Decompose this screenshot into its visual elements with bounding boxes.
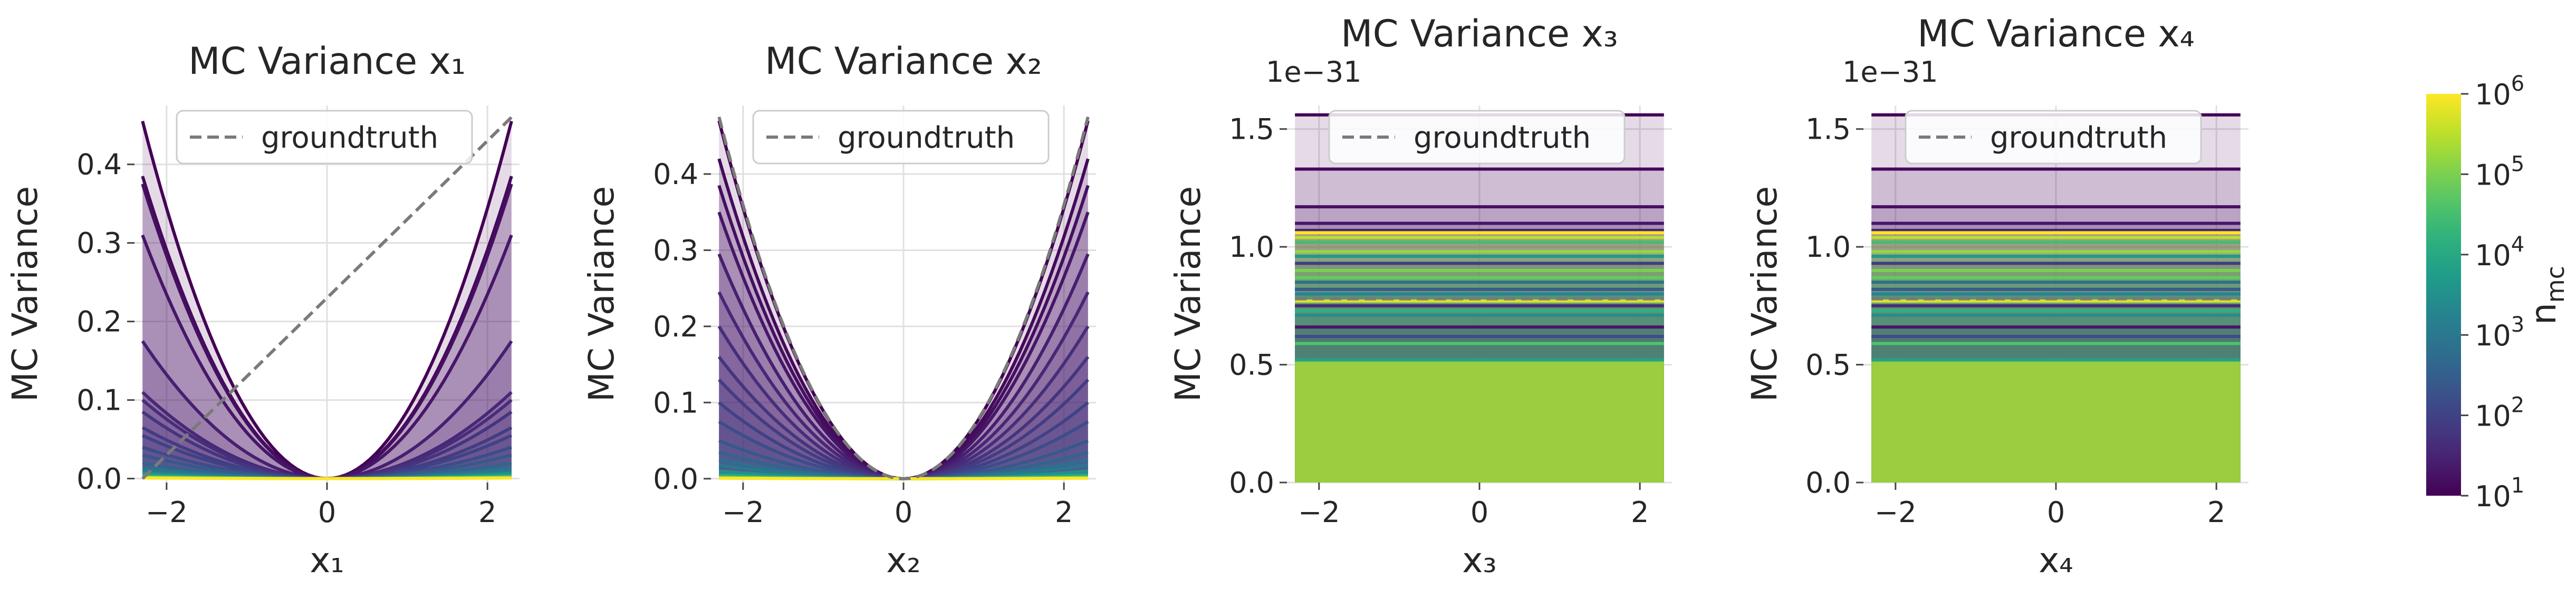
y-tick-label: 0.0 (1805, 466, 1851, 499)
groundtruth-line (717, 116, 1090, 480)
x-tick-label: −2 (146, 496, 188, 529)
legend: groundtruth (176, 110, 473, 165)
legend: groundtruth (752, 110, 1050, 165)
variance-fill-solid (1295, 360, 1664, 483)
colorbar-tick-label: 104 (2475, 233, 2524, 272)
panel-title: MC Variance x₁ (188, 40, 466, 83)
y-axis-label: MC Variance (581, 186, 622, 402)
x-tick-label: 2 (478, 496, 496, 529)
offset-text: 1e−31 (1842, 55, 1938, 89)
y-tick-label: 0.0 (1229, 466, 1274, 499)
y-axis-label: MC Variance (5, 186, 45, 402)
legend-box (752, 110, 1050, 165)
colorbar-tick-exponent: 6 (2511, 72, 2524, 96)
y-tick-label: 0.4 (653, 158, 698, 191)
x-axis-label: x₂ (886, 540, 921, 581)
variance-fill-solid (1871, 360, 2241, 483)
y-tick-label: 0.0 (76, 462, 122, 496)
x-tick-label: 0 (318, 496, 336, 529)
colorbar-tick-label: 101 (2475, 474, 2524, 513)
colorbar-tick-label: 103 (2475, 313, 2524, 352)
colorbar-tick-exponent: 4 (2511, 233, 2524, 257)
y-tick-label: 0.4 (76, 148, 122, 181)
legend-label: groundtruth (1414, 121, 1591, 155)
colorbar-tick-exponent: 2 (2511, 393, 2524, 418)
plot-area (141, 116, 513, 480)
y-tick-label: 1.5 (1229, 113, 1274, 146)
ticks: −2 0 2 0.0 0.5 1.0 1.5 (1805, 113, 2225, 529)
y-tick-label: 0.3 (76, 227, 122, 260)
x-tick-label: 2 (1055, 496, 1073, 529)
series-group (1295, 113, 1664, 362)
ticks: −2 0 2 0.0 0.1 0.2 0.3 0.4 (76, 148, 496, 529)
y-axis-label: MC Variance (1168, 186, 1208, 402)
x-axis-label: x₃ (1462, 540, 1497, 581)
x-tick-label: −2 (1875, 496, 1917, 529)
colorbar-tick-exponent: 1 (2511, 474, 2524, 498)
panel-1: −2 0 2 0.0 0.1 0.2 0.3 0.4 MC Variance x₁ x₁ MC Va… (5, 40, 520, 581)
y-tick-label: 0.0 (653, 462, 698, 496)
y-tick-label: 1.0 (1805, 230, 1851, 264)
series-group (1871, 113, 2241, 362)
ticks: −2 0 2 0.0 0.5 1.0 1.5 (1229, 113, 1649, 529)
x-tick-label: 0 (1470, 496, 1488, 529)
x-tick-label: 2 (1631, 496, 1649, 529)
y-tick-label: 1.0 (1229, 230, 1274, 264)
plot-area (1295, 113, 1664, 483)
x-tick-label: −2 (1298, 496, 1340, 529)
legend: groundtruth (1905, 110, 2202, 165)
panel-title: MC Variance x₂ (765, 40, 1042, 83)
colorbar-tick-exponent: 3 (2511, 313, 2524, 337)
legend-box (176, 110, 473, 165)
plot-area (1871, 113, 2241, 483)
y-tick-label: 0.2 (653, 310, 698, 343)
offset-text: 1e−31 (1266, 55, 1362, 89)
y-axis-label: MC Variance (1744, 186, 1785, 402)
legend-label: groundtruth (261, 121, 438, 155)
x-tick-label: −2 (722, 496, 764, 529)
x-tick-label: 0 (2047, 496, 2065, 529)
colorbar-tick-exponent: 5 (2511, 152, 2524, 176)
x-axis-label: x₁ (310, 540, 344, 581)
colorbar-label: nmc (2523, 266, 2570, 325)
colorbar-label-subscript: mc (2541, 266, 2570, 303)
legend-box (1905, 110, 2202, 165)
y-tick-label: 0.3 (653, 234, 698, 267)
x-tick-label: 2 (2207, 496, 2225, 529)
panels: −2 0 2 0.0 0.1 0.2 0.3 0.4 MC Variance x₁ x₁ MC Va… (5, 12, 2248, 581)
legend-box (1328, 110, 1626, 165)
y-tick-label: 0.2 (76, 305, 122, 339)
legend: groundtruth (1328, 110, 1626, 165)
y-tick-label: 0.5 (1805, 349, 1851, 382)
plot-area (717, 116, 1090, 480)
ticks: −2 0 2 0.0 0.1 0.2 0.3 0.4 (653, 158, 1073, 529)
colorbar-bar (2426, 94, 2461, 496)
y-tick-label: 0.5 (1229, 349, 1274, 382)
colorbar-tick-label: 105 (2475, 152, 2524, 191)
colorbar: 101 102 103 104 105 106 nmc (2426, 72, 2570, 513)
legend-label: groundtruth (1990, 121, 2167, 155)
legend-label: groundtruth (838, 121, 1015, 155)
panel-title: MC Variance x₄ (1917, 12, 2195, 55)
y-tick-label: 0.1 (76, 384, 122, 417)
x-tick-label: 0 (895, 496, 912, 529)
series-group (141, 121, 513, 480)
panel-title: MC Variance x₃ (1341, 12, 1618, 55)
x-axis-label: x₄ (2039, 540, 2073, 581)
y-tick-label: 1.5 (1805, 113, 1851, 146)
colorbar-tick-label: 106 (2475, 72, 2524, 111)
fill-group (1295, 114, 1664, 483)
y-tick-label: 0.1 (653, 386, 698, 419)
panel-2: −2 0 2 0.0 0.1 0.2 0.3 0.4 MC Variance x₂ x₂ MC Va… (581, 40, 1096, 581)
colorbar-tick-label: 102 (2475, 393, 2524, 433)
